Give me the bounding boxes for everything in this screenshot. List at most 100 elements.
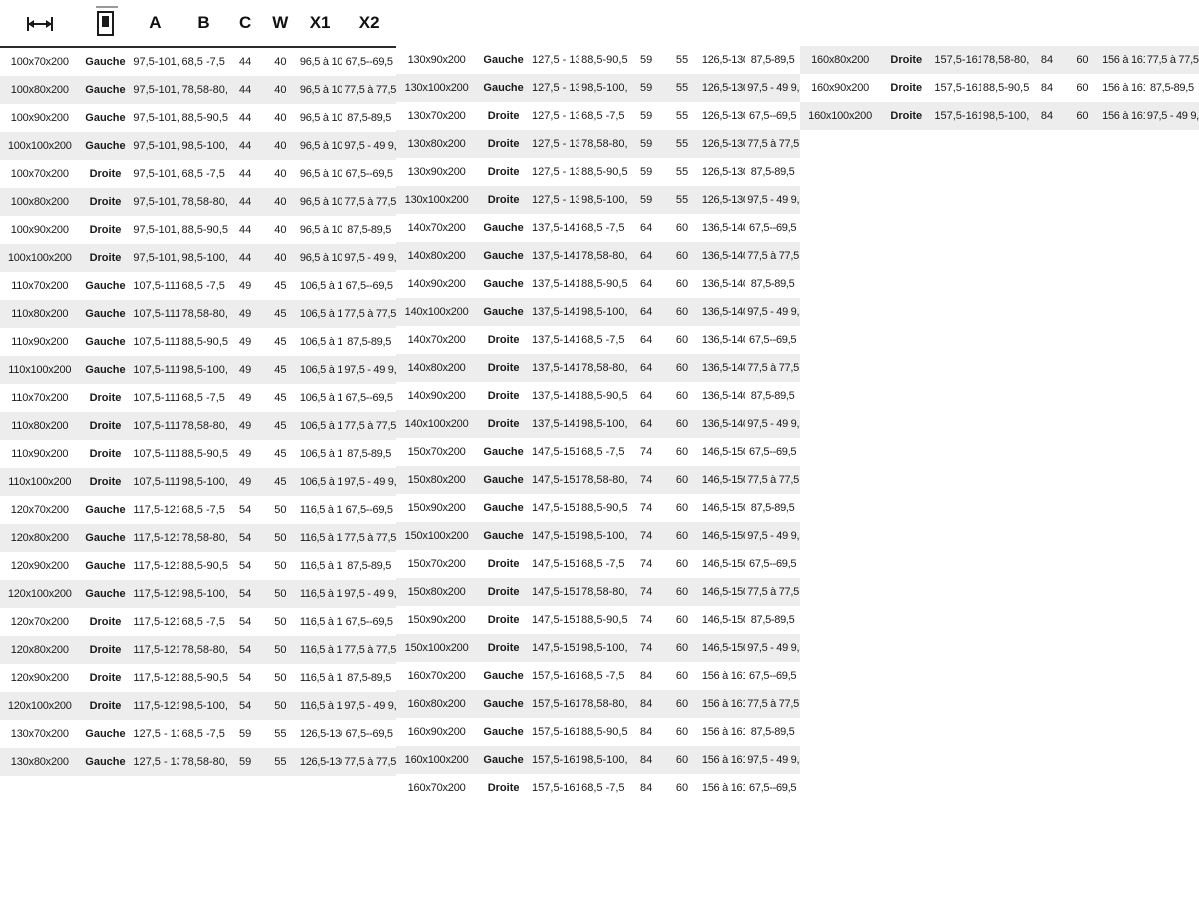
table-row[interactable]: 110x70x200 Gauche 107,5-111,568,5 -7,5 - -… [0, 272, 396, 300]
cell-c: 59 [639, 166, 653, 178]
table-row[interactable]: 160x100x200 Droite 157,5-161,598,5-100,5 84… [800, 102, 1199, 130]
table-row[interactable]: 120x90x200 Gauche 117,5-121,588,5-90,5 54 50… [0, 552, 396, 580]
cell-x2: 97,5 - 49 9,5 [747, 418, 800, 430]
cell-side: Droite [487, 558, 520, 570]
table-body-right: 160x80x200Droite157,5-161,578,58-80,5846… [800, 46, 1199, 130]
column-header-c[interactable]: C [227, 0, 263, 48]
column-header-side[interactable] [79, 0, 132, 48]
cell-size: 120x80x200 [10, 644, 69, 656]
table-row[interactable]: 100x70x200 Droite 97,5-101,568,5 -7,5 - - 4… [0, 160, 396, 188]
cell-c: 84 [639, 698, 653, 710]
cell-side: Droite [890, 82, 923, 94]
table-row[interactable]: 160x90x200 Droite 157,5-161,588,5-90,5 84 60… [800, 74, 1199, 102]
table-row[interactable]: 100x90x200 Gauche 97,5-101,588,5-90,5 44 40 9… [0, 104, 396, 132]
table-row[interactable]: 130x80x200 Gauche 127,5 - 131,578,58-80,5 5… [0, 748, 396, 776]
cell-a: 147,5-151,5 [532, 474, 580, 486]
cell-x2: 67,5--69,5 [749, 670, 797, 682]
table-row[interactable]: 130x90x200 Droite 127,5 - 131,588,5-90,5 59… [396, 158, 800, 186]
table-row[interactable]: 130x100x200 Gauche 127,5 - 131,598,5-100,5… [396, 74, 800, 102]
cell-b: 78,58-80,5 [581, 138, 628, 150]
table-row[interactable]: 160x80x200 Droite 157,5-161,578,58-80,5 84 6… [800, 46, 1199, 74]
table-row[interactable]: 110x80x200 Droite 107,5-111,578,58-80,5 49 4… [0, 412, 396, 440]
table-row[interactable]: 130x80x200 Droite 127,5 - 131,578,58-80,5 5… [396, 130, 800, 158]
cell-w: 55 [675, 54, 689, 66]
table-row[interactable]: 150x80x200 Droite 147,5-151,578,58-80,5 74 6… [396, 578, 800, 606]
table-row[interactable]: 120x70x200 Gauche 117,5-121,568,5 -7,5 - -… [0, 496, 396, 524]
cell-x1: 146,5-150,5 [701, 586, 745, 598]
table-row[interactable]: 130x70x200 Droite 127,5 - 131,568,5 -7,5 -… [396, 102, 800, 130]
table-row[interactable]: 120x100x200 Gauche 117,5-121,598,5-100,5 54… [0, 580, 396, 608]
column-header-w[interactable]: W [262, 0, 298, 48]
cell-x2: 97,5 - 49 9,5 [344, 364, 396, 376]
cell-c: 54 [239, 700, 252, 712]
cell-size: 120x80x200 [10, 532, 69, 544]
cell-b: 68,5 -7,5 - - [581, 334, 628, 346]
table-row[interactable]: 140x100x200 Droite 137,5-141,598,5-100,5 64… [396, 410, 800, 438]
table-row[interactable]: 160x100x200 Gauche 157,5-161,598,5-100,5 84… [396, 746, 800, 774]
cell-a: 117,5-121,5 [133, 588, 180, 600]
column-header-a[interactable]: A [131, 0, 180, 48]
table-row[interactable]: 160x70x200 Droite 157,5-161,568,5 -7,5 - -… [396, 774, 800, 802]
cell-x1: 146,5-150,5 [701, 558, 745, 570]
table-row[interactable]: 100x100x200 Gauche 97,5-101,598,5-100,5 44 4… [0, 132, 396, 160]
cell-c: 74 [639, 446, 653, 458]
table-row[interactable]: 100x70x200 Gauche 97,5-101,568,5 -7,5 - - 4… [0, 47, 396, 76]
table-row[interactable]: 150x80x200 Gauche 147,5-151,578,58-80,5 74 6… [396, 466, 800, 494]
table-row[interactable]: 160x70x200 Gauche 157,5-161,568,5 -7,5 - -… [396, 662, 800, 690]
table-row[interactable]: 100x80x200 Droite 97,5-101,578,58-80,5 44 40… [0, 188, 396, 216]
table-row[interactable]: 140x70x200 Droite 137,5-141,568,5 -7,5 - -… [396, 326, 800, 354]
cell-size: 110x80x200 [11, 308, 69, 320]
table-row[interactable]: 140x80x200 Droite 137,5-141,578,58-80,5 64 6… [396, 354, 800, 382]
table-row[interactable]: 110x90x200 Droite 107,5-111,588,5-90,5 49 45… [0, 440, 396, 468]
table-row[interactable]: 120x90x200 Droite 117,5-121,588,5-90,5 54 50… [0, 664, 396, 692]
table-row[interactable]: 150x70x200 Droite 147,5-151,568,5 -7,5 - -… [396, 550, 800, 578]
column-header-b[interactable]: B [179, 0, 228, 48]
table-row[interactable]: 120x100x200 Droite 117,5-121,598,5-100,5 54… [0, 692, 396, 720]
table-row[interactable]: 150x90x200 Droite 147,5-151,588,5-90,5 74 60… [396, 606, 800, 634]
table-row[interactable]: 150x70x200 Gauche 147,5-151,568,5 -7,5 - -… [396, 438, 800, 466]
column-header-x2[interactable]: X2 [342, 0, 396, 48]
table-row[interactable]: 140x100x200 Gauche 137,5-141,598,5-100,5 64… [396, 298, 800, 326]
table-row[interactable]: 130x100x200 Droite 127,5 - 131,598,5-100,5… [396, 186, 800, 214]
table-row[interactable]: 100x100x200 Droite 97,5-101,598,5-100,5 44 4… [0, 244, 396, 272]
table-row[interactable]: 140x80x200 Gauche 137,5-141,578,58-80,5 64 6… [396, 242, 800, 270]
table-row[interactable]: 110x90x200 Gauche 107,5-111,588,5-90,5 49 45… [0, 328, 396, 356]
table-row[interactable]: 140x90x200 Droite 137,5-141,588,5-90,5 64 60… [396, 382, 800, 410]
table-row[interactable]: 150x90x200 Gauche 147,5-151,588,5-90,5 74 60… [396, 494, 800, 522]
table-row[interactable]: 120x80x200 Droite 117,5-121,578,58-80,5 54 5… [0, 636, 396, 664]
cell-b: 68,5 -7,5 - - [581, 222, 628, 234]
cell-size: 110x70x200 [11, 280, 69, 292]
table-row[interactable]: 130x90x200 Gauche 127,5 - 131,588,5-90,5 59… [396, 46, 800, 74]
cell-size: 160x90x200 [811, 82, 870, 94]
table-row[interactable]: 120x80x200 Gauche 117,5-121,578,58-80,5 54 5… [0, 524, 396, 552]
table-row[interactable]: 110x100x200 Gauche 107,5-111,598,5-100,5 49… [0, 356, 396, 384]
table-row[interactable]: 110x100x200 Droite 107,5-111,598,5-100,5 49… [0, 468, 396, 496]
table-row[interactable]: 120x70x200 Droite 117,5-121,568,5 -7,5 - -… [0, 608, 396, 636]
table-row[interactable]: 140x70x200 Gauche 137,5-141,568,5 -7,5 - -… [396, 214, 800, 242]
table-row[interactable]: 160x90x200 Gauche 157,5-161,588,5-90,5 84 60… [396, 718, 800, 746]
cell-w: 40 [274, 56, 287, 68]
cell-b: 88,5-90,5 [982, 82, 1030, 94]
table-row[interactable]: 100x80x200 Gauche 97,5-101,578,58-80,5 44 40… [0, 76, 396, 104]
cell-size: 110x70x200 [11, 392, 69, 404]
cell-c: 74 [639, 558, 653, 570]
table-row[interactable]: 150x100x200 Gauche 147,5-151,598,5-100,5 74… [396, 522, 800, 550]
table-row[interactable]: 110x80x200 Gauche 107,5-111,578,58-80,5 49 4… [0, 300, 396, 328]
table-row[interactable]: 140x90x200 Gauche 137,5-141,588,5-90,5 64 60… [396, 270, 800, 298]
column-header-size[interactable] [0, 0, 80, 48]
cell-w: 60 [675, 670, 689, 682]
table-row[interactable]: 130x70x200 Gauche 127,5 - 131,568,5 -7,5 -… [0, 720, 396, 748]
cell-side: Droite [487, 194, 520, 206]
table-row[interactable]: 100x90x200 Droite 97,5-101,588,5-90,5 44 40 9… [0, 216, 396, 244]
column-header-x1[interactable]: X1 [297, 0, 343, 48]
cell-x1: 136,5-140,5 [701, 390, 745, 402]
cell-w: 60 [675, 418, 689, 430]
table-row[interactable]: 160x80x200 Gauche 157,5-161,578,58-80,5 84 6… [396, 690, 800, 718]
cell-w: 60 [675, 362, 689, 374]
table-row[interactable]: 150x100x200 Droite 147,5-151,598,5-100,5 74… [396, 634, 800, 662]
table-row[interactable]: 110x70x200 Droite 107,5-111,568,5 -7,5 - -… [0, 384, 396, 412]
spec-table-right: 160x80x200Droite157,5-161,578,58-80,5846… [800, 0, 1199, 130]
cell-x1: 116,5 à 120,5 [299, 532, 343, 544]
cell-size: 160x80x200 [811, 54, 870, 66]
